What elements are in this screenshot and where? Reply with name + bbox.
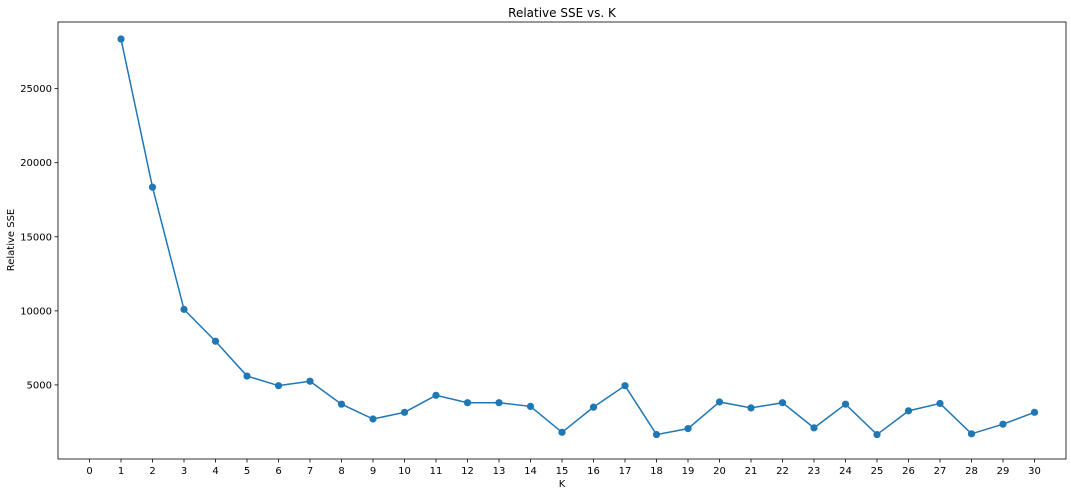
x-tick-label: 4 [212, 466, 218, 477]
x-tick-label: 7 [307, 466, 313, 477]
data-point [463, 399, 472, 407]
x-axis-label: K [559, 479, 566, 490]
plot-frame [57, 21, 1067, 460]
x-tick-label: 12 [461, 466, 474, 477]
data-point [810, 424, 818, 432]
x-tick-label: 9 [370, 466, 376, 477]
x-tick-label: 21 [745, 466, 758, 477]
x-tick-label: 20 [713, 466, 726, 477]
data-point [652, 430, 661, 439]
x-tick-label: 19 [682, 466, 695, 477]
y-tick-label: 15000 [20, 232, 52, 243]
x-tick-label: 16 [587, 466, 600, 477]
y-tick-label: 25000 [20, 84, 52, 95]
data-point [148, 183, 157, 191]
x-tick-label: 22 [776, 466, 789, 477]
x-tick-label: 14 [524, 466, 537, 477]
x-tick-label: 3 [181, 466, 187, 477]
data-point [558, 428, 566, 436]
data-point [715, 398, 724, 406]
data-point [936, 399, 944, 408]
data-point [274, 382, 283, 390]
data-point [684, 425, 692, 433]
x-tick-label: 29 [997, 466, 1010, 477]
data-point [621, 382, 629, 390]
data-point [117, 35, 125, 43]
y-axis-label: Relative SSE [6, 209, 17, 272]
chart-title: Relative SSE vs. K [508, 6, 617, 20]
x-tick-label: 28 [965, 466, 978, 477]
y-axis: 5000 10000 15000 20000 25000 [20, 84, 58, 391]
data-point [1030, 408, 1039, 416]
y-tick-label: 20000 [20, 158, 52, 169]
data-point [904, 407, 913, 415]
x-axis: 0 1 2 3 4 5 6 7 8 9 10 11 12 13 14 15 16 17 18 19 20 21 22 23 24… [86, 459, 1041, 477]
x-tick-label: 8 [338, 466, 344, 477]
x-tick-label: 17 [619, 466, 632, 477]
data-point [306, 377, 314, 385]
data-point [243, 372, 251, 380]
x-tick-label: 11 [430, 466, 443, 477]
plot-area [117, 35, 1039, 439]
x-tick-label: 6 [275, 466, 281, 477]
x-tick-label: 25 [871, 466, 884, 477]
data-point [400, 408, 409, 416]
x-tick-label: 0 [86, 466, 92, 477]
data-point [999, 420, 1007, 428]
data-point [747, 404, 755, 412]
y-tick-label: 10000 [20, 306, 52, 317]
data-point [432, 391, 440, 399]
data-point [211, 337, 220, 345]
x-tick-label: 30 [1028, 466, 1041, 477]
data-point [589, 403, 598, 411]
x-tick-label: 2 [149, 466, 155, 477]
x-tick-label: 13 [493, 466, 506, 477]
x-tick-label: 26 [902, 466, 915, 477]
data-point [369, 415, 377, 423]
x-tick-label: 5 [244, 466, 250, 477]
x-tick-label: 1 [118, 466, 124, 477]
data-point [180, 305, 188, 313]
series-line [120, 38, 1035, 436]
data-point [526, 402, 535, 411]
x-tick-label: 23 [808, 466, 821, 477]
x-tick-label: 15 [556, 466, 569, 477]
y-tick-label: 5000 [27, 380, 52, 391]
data-point [337, 400, 346, 408]
data-point [495, 399, 503, 407]
data-point [778, 399, 787, 407]
x-tick-label: 24 [839, 466, 852, 477]
data-point [841, 400, 850, 408]
x-tick-label: 18 [650, 466, 663, 477]
data-point [873, 430, 881, 439]
x-tick-label: 27 [934, 466, 947, 477]
data-point [967, 430, 976, 438]
x-tick-label: 10 [398, 466, 411, 477]
